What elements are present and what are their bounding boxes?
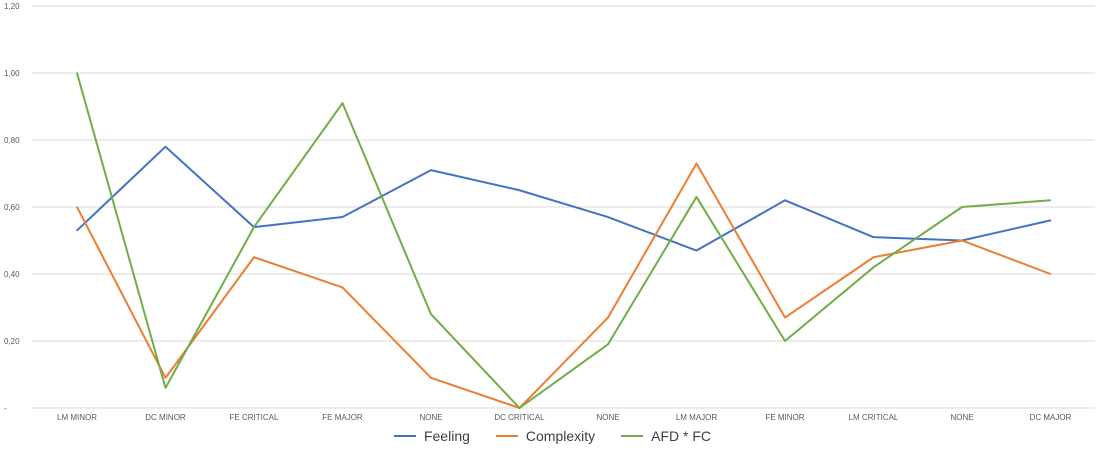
x-tick-label: LM CRITICAL bbox=[849, 413, 899, 422]
data-point bbox=[784, 199, 786, 202]
data-point bbox=[695, 162, 698, 165]
data-point bbox=[430, 313, 432, 316]
data-point bbox=[253, 226, 255, 228]
legend: Feeling Complexity AFD * FC bbox=[0, 428, 1105, 444]
data-point bbox=[607, 216, 609, 218]
y-tick-label: 1,20 bbox=[4, 2, 20, 11]
legend-swatch bbox=[495, 435, 518, 437]
data-point bbox=[784, 316, 786, 319]
data-point bbox=[518, 407, 521, 409]
data-point bbox=[430, 377, 432, 379]
data-point bbox=[253, 256, 255, 259]
x-tick-label: DC MINOR bbox=[145, 413, 186, 422]
data-point bbox=[341, 286, 344, 289]
data-point bbox=[76, 229, 78, 232]
x-tick-label: NONE bbox=[596, 413, 619, 422]
legend-swatch bbox=[393, 435, 416, 437]
data-point bbox=[607, 316, 609, 319]
data-point bbox=[1049, 199, 1052, 202]
data-point bbox=[607, 343, 609, 346]
y-tick-label: - bbox=[4, 404, 7, 413]
x-tick-label: NONE bbox=[950, 413, 973, 422]
y-tick-label: 0,80 bbox=[4, 136, 20, 145]
data-point bbox=[1049, 273, 1052, 275]
series-line-1 bbox=[76, 145, 1051, 252]
y-tick-label: 0,20 bbox=[4, 337, 20, 346]
legend-label: AFD * FC bbox=[651, 428, 712, 444]
data-point bbox=[341, 102, 344, 104]
data-point bbox=[961, 239, 963, 242]
x-tick-label: LM MAJOR bbox=[676, 413, 718, 422]
x-tick-label: FE MINOR bbox=[765, 413, 804, 422]
data-point bbox=[76, 72, 78, 74]
data-point bbox=[872, 236, 875, 238]
legend-item: Feeling bbox=[393, 428, 470, 444]
legend-item: AFD * FC bbox=[621, 428, 711, 444]
data-point bbox=[430, 169, 432, 171]
legend-item: Complexity bbox=[495, 428, 596, 444]
data-point bbox=[341, 216, 344, 218]
legend-label: Complexity bbox=[525, 428, 596, 444]
series-line-3 bbox=[76, 72, 1051, 409]
data-point bbox=[961, 206, 963, 208]
plot-area: - 0,20 0,40 0,60 0,80 1,00 1,20 LM MINOR DC MINO… bbox=[4, 2, 1095, 422]
y-tick-label: 0,60 bbox=[4, 203, 20, 212]
data-point bbox=[518, 189, 521, 192]
y-tick-label: 0,40 bbox=[4, 270, 20, 279]
series-line-2 bbox=[76, 162, 1051, 409]
legend-swatch bbox=[621, 435, 644, 437]
data-point bbox=[164, 145, 167, 148]
x-tick-label: LM MINOR bbox=[57, 413, 97, 422]
data-point bbox=[1049, 219, 1052, 222]
y-tick-label: 1,00 bbox=[4, 69, 20, 78]
data-point bbox=[695, 196, 698, 198]
x-tick-label: NONE bbox=[419, 413, 442, 422]
data-point bbox=[784, 340, 786, 342]
data-point bbox=[164, 387, 167, 389]
x-tick-label: DC MAJOR bbox=[1030, 413, 1072, 422]
data-point bbox=[76, 206, 78, 208]
data-point bbox=[872, 266, 875, 269]
data-point bbox=[164, 377, 167, 379]
data-point bbox=[872, 256, 875, 259]
x-tick-label: FE MAJOR bbox=[322, 413, 363, 422]
legend-label: Feeling bbox=[423, 428, 470, 444]
x-tick-label: DC CRITICAL bbox=[494, 413, 545, 422]
data-point bbox=[695, 249, 698, 252]
x-tick-label: FE CRITICAL bbox=[230, 413, 279, 422]
